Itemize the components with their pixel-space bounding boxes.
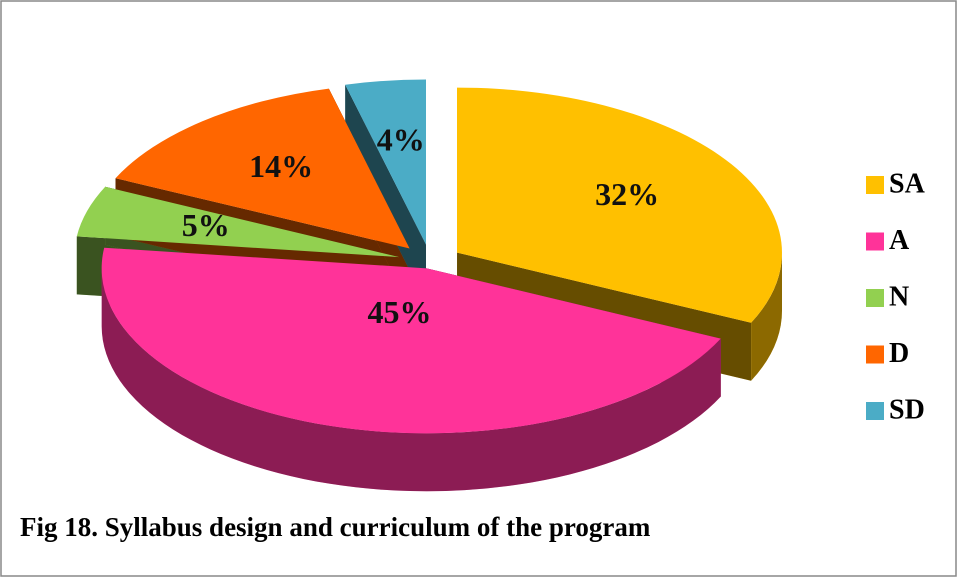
legend-swatch <box>866 289 884 307</box>
slice <box>101 247 721 434</box>
legend-swatch <box>866 232 884 251</box>
slice-side-shade <box>345 84 426 303</box>
data-label: 14% <box>249 148 313 184</box>
slice-side-shade <box>101 268 721 492</box>
legend-swatch <box>866 176 884 194</box>
legend-label: SA <box>889 168 926 199</box>
slice <box>345 79 426 245</box>
legend-swatch <box>866 402 884 420</box>
legend-swatch <box>866 345 884 364</box>
slice-side <box>751 252 782 381</box>
slice <box>457 87 782 323</box>
legend-label: A <box>889 225 910 256</box>
legend-label: D <box>889 338 909 369</box>
legend-label: N <box>889 281 909 312</box>
slice <box>115 88 410 249</box>
data-label: 4% <box>377 121 425 157</box>
slice <box>76 186 400 258</box>
chart-title: Fig 18. Syllabus design and curriculum o… <box>20 512 651 542</box>
data-label: 45% <box>367 294 431 330</box>
legend-label: SD <box>889 394 925 425</box>
slice-side-shade <box>751 252 782 381</box>
data-label: 32% <box>595 176 659 212</box>
data-label: 5% <box>182 207 230 243</box>
slice-side <box>101 268 721 492</box>
